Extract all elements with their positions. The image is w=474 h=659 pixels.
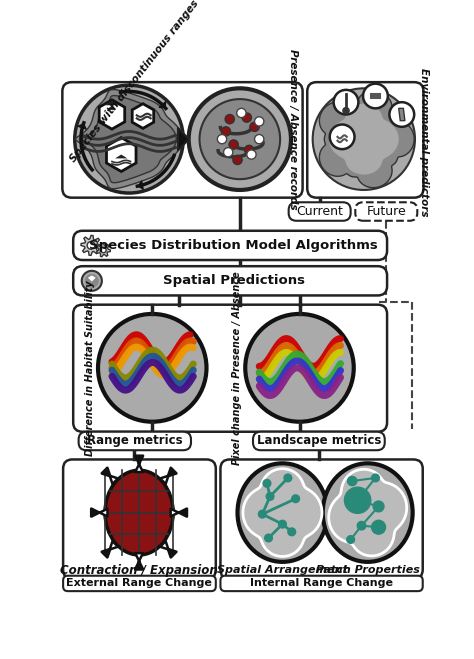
Circle shape — [334, 90, 358, 115]
Circle shape — [284, 474, 292, 482]
Polygon shape — [97, 243, 110, 257]
Polygon shape — [105, 101, 119, 105]
Polygon shape — [115, 155, 128, 158]
Circle shape — [255, 117, 264, 126]
Polygon shape — [329, 103, 399, 175]
Circle shape — [242, 113, 251, 122]
Text: Future: Future — [366, 205, 406, 218]
Ellipse shape — [105, 471, 173, 555]
Circle shape — [343, 107, 349, 114]
FancyBboxPatch shape — [73, 231, 387, 260]
Circle shape — [245, 145, 254, 155]
Circle shape — [373, 501, 384, 512]
Circle shape — [247, 150, 256, 159]
Circle shape — [233, 156, 242, 165]
FancyBboxPatch shape — [220, 576, 423, 591]
Text: Species with discontinuous ranges: Species with discontinuous ranges — [69, 0, 201, 164]
FancyBboxPatch shape — [356, 202, 417, 221]
Polygon shape — [243, 469, 322, 556]
FancyBboxPatch shape — [63, 576, 216, 591]
Circle shape — [345, 487, 371, 513]
Circle shape — [292, 495, 300, 503]
Text: Species Distribution Model Algorithms: Species Distribution Model Algorithms — [89, 239, 378, 252]
Polygon shape — [399, 108, 405, 121]
Circle shape — [266, 492, 274, 500]
Polygon shape — [107, 138, 136, 171]
FancyBboxPatch shape — [73, 304, 387, 432]
Circle shape — [313, 88, 415, 190]
FancyBboxPatch shape — [73, 266, 387, 295]
Circle shape — [263, 480, 271, 487]
Circle shape — [100, 247, 106, 252]
Circle shape — [87, 242, 95, 249]
Ellipse shape — [323, 463, 413, 562]
FancyBboxPatch shape — [63, 459, 216, 579]
Text: Spatial Predictions: Spatial Predictions — [163, 274, 305, 287]
Text: Presence / Absence records: Presence / Absence records — [288, 49, 298, 210]
FancyBboxPatch shape — [307, 82, 423, 198]
Text: Internal Range Change: Internal Range Change — [250, 579, 392, 588]
Circle shape — [98, 314, 207, 422]
Circle shape — [237, 108, 246, 117]
Polygon shape — [88, 275, 96, 281]
Text: Contraction / Expansion: Contraction / Expansion — [60, 564, 218, 577]
Text: Landscape metrics: Landscape metrics — [257, 434, 381, 447]
Polygon shape — [82, 96, 176, 183]
Circle shape — [225, 115, 235, 124]
Circle shape — [279, 521, 286, 528]
FancyBboxPatch shape — [79, 432, 191, 450]
Circle shape — [255, 134, 264, 144]
Circle shape — [200, 99, 280, 179]
Polygon shape — [132, 103, 154, 129]
Text: Pixel change in Presence / Absence: Pixel change in Presence / Absence — [233, 271, 243, 465]
Circle shape — [372, 521, 385, 534]
FancyBboxPatch shape — [289, 202, 351, 221]
Text: External Range Change: External Range Change — [66, 579, 212, 588]
Circle shape — [347, 536, 355, 544]
Text: Current: Current — [296, 205, 343, 218]
Circle shape — [357, 521, 366, 530]
FancyBboxPatch shape — [63, 82, 302, 198]
Polygon shape — [319, 90, 414, 188]
Circle shape — [85, 274, 99, 288]
Circle shape — [347, 476, 357, 486]
Polygon shape — [81, 235, 101, 256]
Circle shape — [75, 85, 183, 193]
Circle shape — [330, 125, 355, 149]
Circle shape — [250, 122, 259, 131]
Circle shape — [288, 528, 296, 536]
Polygon shape — [75, 90, 182, 188]
FancyBboxPatch shape — [220, 459, 423, 579]
Circle shape — [245, 314, 354, 422]
Circle shape — [390, 102, 414, 127]
Text: Spatial Arrangement: Spatial Arrangement — [217, 565, 348, 575]
Polygon shape — [328, 469, 407, 556]
Text: Environmental predictors: Environmental predictors — [419, 68, 429, 216]
Text: Range metrics: Range metrics — [87, 434, 182, 447]
Polygon shape — [108, 105, 116, 110]
Circle shape — [189, 88, 291, 190]
Circle shape — [229, 140, 238, 149]
Circle shape — [264, 534, 273, 542]
Circle shape — [224, 148, 233, 157]
Circle shape — [221, 127, 230, 136]
Text: Difference in Habitat Suitability: Difference in Habitat Suitability — [85, 280, 95, 455]
Polygon shape — [99, 100, 125, 129]
Ellipse shape — [237, 463, 328, 562]
Circle shape — [372, 474, 379, 482]
Circle shape — [258, 510, 266, 518]
Circle shape — [218, 134, 227, 144]
Circle shape — [363, 84, 388, 108]
FancyBboxPatch shape — [253, 432, 385, 450]
Text: Patch Properties: Patch Properties — [316, 565, 419, 575]
Circle shape — [82, 271, 102, 291]
